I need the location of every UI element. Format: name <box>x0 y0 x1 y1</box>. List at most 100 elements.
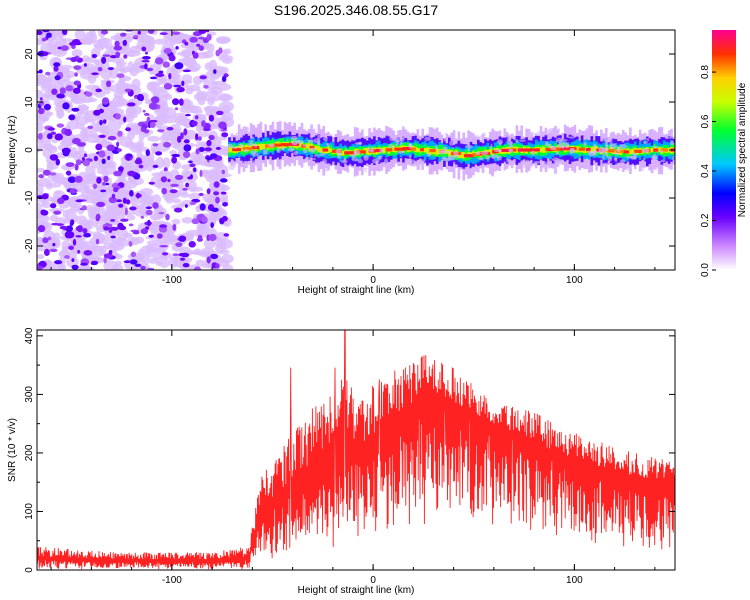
noise-blob <box>197 131 210 138</box>
noise-blob <box>197 36 206 40</box>
noise-blob <box>85 84 100 90</box>
noise-blob <box>162 157 171 169</box>
signal-halo <box>379 148 384 154</box>
noise-blob <box>189 36 198 43</box>
signal-band-cell <box>262 143 265 150</box>
signal-band-cell <box>539 147 543 153</box>
signal-peak-cell <box>607 149 615 153</box>
noise-blob <box>175 46 179 50</box>
noise-blob <box>102 54 111 57</box>
noise-blob <box>45 71 51 76</box>
signal-halo <box>557 127 561 133</box>
noise-blob <box>66 231 75 239</box>
noise-blob <box>149 76 158 80</box>
signal-halo <box>439 149 447 153</box>
signal-halo <box>660 159 666 163</box>
noise-blob <box>217 94 234 102</box>
signal-halo <box>602 162 608 167</box>
noise-blob <box>174 62 184 70</box>
noise-blob <box>182 188 188 191</box>
noise-blob <box>169 189 178 194</box>
noise-blob <box>159 134 170 143</box>
noise-blob <box>146 67 154 72</box>
noise-blob <box>116 148 122 152</box>
noise-blob <box>124 207 128 216</box>
noise-blob <box>172 253 179 257</box>
noise-blob <box>205 30 210 33</box>
noise-blob <box>60 45 69 51</box>
signal-halo <box>467 147 471 152</box>
y-tick-label: -10 <box>24 190 35 205</box>
noise-blob <box>76 194 91 201</box>
noise-blob <box>132 230 140 235</box>
signal-halo <box>268 143 275 148</box>
signal-halo <box>367 146 370 152</box>
noise-blob <box>183 128 188 136</box>
noise-blob <box>113 45 123 51</box>
noise-blob <box>159 244 169 248</box>
signal-peak-cell <box>322 148 329 152</box>
signal-halo <box>593 149 597 156</box>
noise-blob <box>140 245 156 254</box>
signal-halo <box>557 159 565 165</box>
noise-blob <box>80 94 94 104</box>
signal-halo <box>267 158 272 164</box>
signal-halo <box>550 145 557 151</box>
noise-blob <box>198 45 204 51</box>
signal-halo <box>522 160 530 166</box>
noise-blob <box>221 76 227 82</box>
noise-blob <box>154 115 166 121</box>
noise-blob <box>71 264 79 270</box>
signal-halo <box>506 158 510 163</box>
noise-blob <box>134 127 141 133</box>
noise-blob <box>128 241 133 247</box>
noise-blob <box>43 141 53 150</box>
signal-band-cell <box>435 148 439 156</box>
noise-blob <box>62 102 70 110</box>
signal-halo <box>632 152 638 156</box>
signal-peak-cell <box>560 147 570 151</box>
noise-blob <box>113 187 119 193</box>
signal-halo <box>322 159 328 164</box>
noise-blob <box>206 139 212 147</box>
noise-blob <box>46 32 52 38</box>
noise-blob <box>220 129 228 132</box>
noise-blob <box>37 177 52 187</box>
signal-halo <box>490 143 493 150</box>
noise-blob <box>178 235 187 242</box>
signal-peak-cell <box>509 148 517 152</box>
noise-blob <box>191 120 198 127</box>
signal-peak-cell <box>545 147 554 152</box>
noise-blob <box>213 69 217 74</box>
noise-blob <box>174 174 184 180</box>
noise-blob <box>206 188 211 195</box>
noise-blob <box>142 30 149 35</box>
signal-halo <box>452 151 459 155</box>
noise-blob <box>129 259 138 265</box>
noise-blob <box>192 113 206 120</box>
noise-blob <box>97 67 103 72</box>
noise-blob <box>196 43 201 47</box>
signal-halo <box>307 139 314 143</box>
signal-halo <box>641 167 645 172</box>
signal-halo <box>540 161 548 167</box>
noise-blob <box>136 192 140 199</box>
noise-blob <box>42 169 51 176</box>
noise-blob <box>50 203 57 209</box>
signal-halo <box>651 156 657 162</box>
signal-band-cell <box>416 148 420 153</box>
signal-halo <box>326 142 330 147</box>
noise-blob <box>68 114 76 121</box>
noise-blob <box>180 49 192 58</box>
noise-blob <box>185 229 201 237</box>
signal-band-cell <box>230 147 234 153</box>
noise-blob <box>93 155 98 162</box>
signal-peak-cell <box>634 149 643 153</box>
noise-blob <box>210 86 223 95</box>
signal-band-cell <box>329 148 333 153</box>
noise-blob <box>49 248 58 253</box>
signal-peak-cell <box>232 148 241 152</box>
noise-blob <box>159 32 168 35</box>
noise-blob <box>126 108 134 115</box>
noise-blob <box>152 143 159 147</box>
